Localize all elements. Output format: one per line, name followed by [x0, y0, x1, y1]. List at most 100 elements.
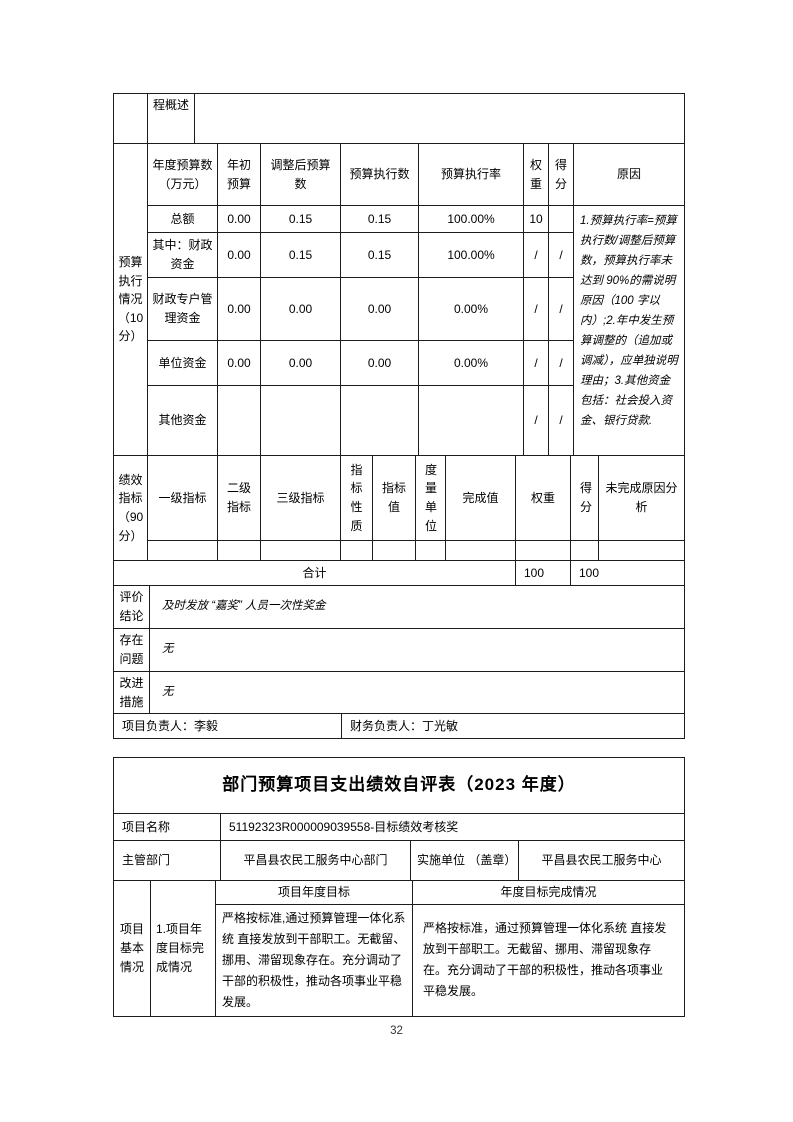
total-weight: 100: [515, 560, 571, 586]
project-name-band: 项目名称 51192323R000009039558-目标绩效考核奖: [113, 813, 685, 841]
impl-unit-label: 实施单位 （盖章）: [410, 840, 519, 881]
table-row: 程概述: [113, 93, 685, 144]
row-label: 其中：财政资金: [147, 232, 218, 278]
value-cell: 0.15: [340, 232, 419, 278]
value-cell: 0.00: [260, 340, 341, 386]
summary-band: 评价结论 及时发放 “嘉奖” 人员一次性奖金 存在问题 无 改进措施 无: [113, 585, 685, 715]
goal-text: 严格按标准,通过预算管理一体化系统 直接发放到干部职工。无截留、挪用、滞留现象存…: [215, 903, 413, 1017]
row-label: 单位资金: [147, 340, 218, 386]
completion-text: 严格按标准，通过预算管理一体化系统 直接发放到干部职工。无截留、挪用、滞留现象存…: [412, 903, 685, 1017]
column-header: 一级指标: [147, 455, 218, 541]
table-row: 严格按标准,通过预算管理一体化系统 直接发放到干部职工。无截留、挪用、滞留现象存…: [114, 903, 685, 1017]
value-cell: 0.00: [260, 277, 341, 341]
value-cell: /: [523, 277, 549, 341]
table-row: 项目基本情况 1.项目年度目标完成情况 项目年度目标 年度目标完成情况: [113, 880, 685, 1017]
footer-band: 项目负责人：李毅 财务负责人：丁光敏: [113, 713, 685, 740]
indicators-band: 绩效指标（90分） 一级指标 二级指标 三级指标 指标性质 指标值 度量单位 完…: [113, 455, 685, 561]
empty-cell: [113, 93, 148, 144]
total-band: 合计 100 100: [113, 560, 685, 586]
department-band: 主管部门 平昌县农民工服务中心部门 实施单位 （盖章） 平昌县农民工服务中心: [113, 840, 685, 881]
value-cell: 0.00: [217, 205, 261, 233]
empty-cell: [415, 540, 446, 561]
empty-cell: [217, 540, 261, 561]
value-cell: 0.15: [260, 205, 341, 233]
table-row: 合计 100 100: [113, 560, 685, 586]
carryover-label: 程概述: [147, 93, 195, 144]
value-cell: 0.15: [340, 205, 419, 233]
table-title: 部门预算项目支出绩效自评表（2023 年度）: [113, 757, 685, 814]
completion-header: 年度目标完成情况: [412, 880, 685, 905]
column-header: 指标值: [372, 455, 416, 541]
improvements-label: 改进措施: [113, 670, 150, 715]
table-row: 财政专户管理资金 0.00 0.00 0.00 0.00% / /: [114, 277, 685, 341]
total-score: 100: [570, 560, 685, 586]
column-header: 指标性质: [340, 455, 373, 541]
budget-execution-band: 预算执行情况（10分） 年度预算数（万元） 年初预算 调整后预算数 预算执行数 …: [113, 143, 685, 456]
project-name-label: 项目名称: [113, 813, 221, 841]
empty-cell: [570, 540, 599, 561]
problems-label: 存在问题: [113, 628, 150, 672]
column-header: 二级指标: [217, 455, 261, 541]
self-evaluation-table-continued: 程概述 预算执行情况（10分） 年度预算数（万元） 年初预算 调整后预算数 预算…: [113, 93, 685, 740]
impl-unit-value: 平昌县农民工服务中心: [518, 840, 685, 881]
title-band: 部门预算项目支出绩效自评表（2023 年度）: [113, 757, 685, 814]
value-cell: /: [523, 340, 549, 386]
table-row: 绩效指标（90分） 一级指标 二级指标 三级指标 指标性质 指标值 度量单位 完…: [113, 455, 685, 561]
reason-note: 1.预算执行率=预算执行数/调整后预算数，预算执行率未达到 90%的需说明原因（…: [573, 205, 685, 456]
value-cell: /: [548, 340, 574, 386]
finance-lead: 财务负责人：丁光敏: [341, 713, 685, 740]
goal-header: 项目年度目标: [215, 880, 413, 905]
value-cell: [260, 385, 341, 456]
problems-text: 无: [149, 628, 685, 672]
column-header: 调整后预算数: [260, 143, 341, 206]
table-row: 评价结论 及时发放 “嘉奖” 人员一次性奖金: [113, 585, 685, 629]
value-cell: 0.00: [217, 232, 261, 278]
value-cell: 0.00: [217, 277, 261, 341]
improvements-text: 无: [149, 670, 685, 715]
empty-cell: [260, 540, 341, 561]
value-cell: 100.00%: [418, 205, 524, 233]
self-evaluation-table-2023: 部门预算项目支出绩效自评表（2023 年度） 项目名称 51192323R000…: [113, 757, 685, 1017]
column-header: 三级指标: [260, 455, 341, 541]
empty-cell: [445, 540, 516, 561]
value-cell: 0.15: [260, 232, 341, 278]
table-row: 改进措施 无: [113, 670, 685, 715]
empty-cell: [194, 93, 685, 144]
value-cell: /: [548, 277, 574, 341]
column-header: 得分: [570, 455, 599, 541]
empty-cell: [515, 540, 571, 561]
empty-cell: [147, 540, 218, 561]
value-cell: 0.00%: [418, 340, 524, 386]
empty-cell: [598, 540, 685, 561]
table-row: 项目名称 51192323R000009039558-目标绩效考核奖: [113, 813, 685, 841]
conclusion-text: 及时发放 “嘉奖” 人员一次性奖金: [149, 585, 685, 629]
page-number: 32: [390, 1025, 403, 1037]
table-row: 项目负责人：李毅 财务负责人：丁光敏: [113, 713, 685, 740]
value-cell: /: [523, 385, 549, 456]
row-label: 其他资金: [147, 385, 218, 456]
row-label: 总额: [147, 205, 218, 233]
value-cell: 0.00%: [418, 277, 524, 341]
value-cell: /: [523, 232, 549, 278]
column-header: 原因: [573, 143, 685, 206]
basic-info-band: 项目基本情况 1.项目年度目标完成情况 项目年度目标 年度目标完成情况 严格按标…: [113, 880, 685, 1017]
value-cell: 10: [523, 205, 549, 233]
column-header: 未完成原因分析: [598, 455, 685, 541]
column-header: 预算执行率: [418, 143, 524, 206]
basic-item-label: 1.项目年度目标完成情况: [150, 880, 216, 1017]
column-header: 年初预算: [217, 143, 261, 206]
table-row: 其他资金 / /: [114, 385, 685, 456]
value-cell: 0.00: [217, 340, 261, 386]
budget-group-label: 预算执行情况（10分）: [113, 143, 148, 456]
carryover-band: 程概述: [113, 93, 685, 144]
value-cell: /: [548, 232, 574, 278]
value-cell: /: [548, 385, 574, 456]
value-cell: [217, 385, 261, 456]
empty-cell: [372, 540, 416, 561]
table-row: 预算执行情况（10分） 年度预算数（万元） 年初预算 调整后预算数 预算执行数 …: [113, 143, 685, 456]
project-lead: 项目负责人：李毅: [113, 713, 342, 740]
project-name-value: 51192323R000009039558-目标绩效考核奖: [220, 813, 685, 841]
value-cell: [548, 205, 574, 233]
value-cell: 100.00%: [418, 232, 524, 278]
